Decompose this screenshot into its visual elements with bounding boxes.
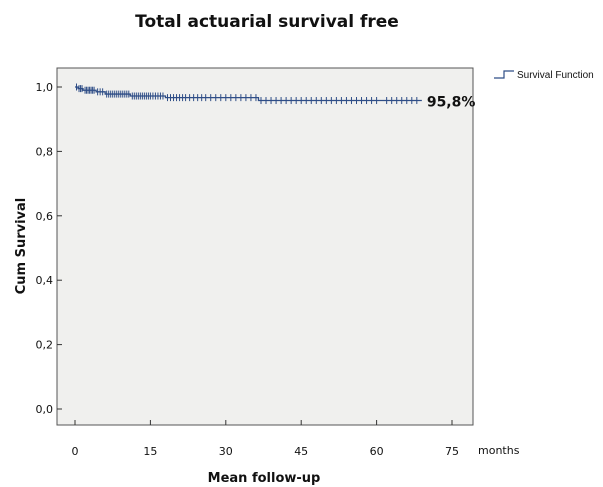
y-axis-label: Cum Survival (14, 198, 29, 295)
x-tick-label: 75 (445, 445, 459, 458)
y-tick-label: 0,0 (36, 403, 54, 416)
y-tick-label: 0,2 (36, 339, 54, 352)
x-tick-label: 60 (370, 445, 384, 458)
x-tick-label: 30 (219, 445, 233, 458)
x-axis: 0 15 30 45 60 75 (72, 420, 459, 458)
x-tick-label: 0 (72, 445, 79, 458)
plot-area (56, 67, 474, 426)
legend-entry-survival-function: Survival Function (517, 70, 594, 81)
x-tick-label: 15 (143, 445, 157, 458)
legend: Survival Function (494, 70, 594, 81)
y-tick-label: 0,8 (36, 145, 54, 158)
x-axis-label: Mean follow-up (208, 471, 321, 486)
y-axis: 0,0 0,2 0,4 0,6 0,8 1,0 (36, 81, 62, 416)
series-survival-function (75, 83, 422, 105)
annotations: 95,8% (427, 95, 476, 111)
chart-title: Total actuarial survival free (135, 12, 399, 32)
y-tick-label: 0,4 (36, 274, 54, 287)
y-tick-label: 0,6 (36, 210, 54, 223)
y-tick-label: 1,0 (36, 81, 54, 94)
legend-swatch-survival-function (494, 70, 514, 79)
x-tick-label: 45 (294, 445, 308, 458)
annotation-final-survival: 95,8% (427, 95, 476, 111)
x-unit-label: months (478, 444, 520, 457)
